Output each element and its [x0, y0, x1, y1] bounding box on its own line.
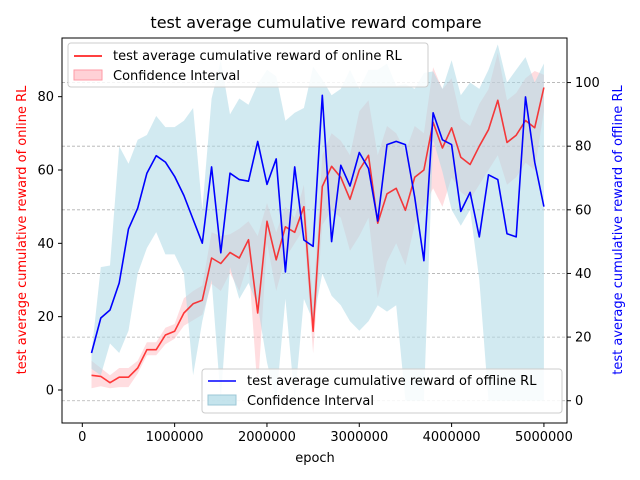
x-tick-label: 1000000	[146, 430, 204, 445]
legend-online-band-label: Confidence Interval	[113, 69, 240, 84]
series-lines	[90, 87, 545, 384]
legend-offline-band-swatch	[207, 394, 237, 406]
x-axis-ticks: 0 1000000 2000000 3000000 4000000 5000000	[78, 423, 573, 445]
y-right-tick-label: 60	[575, 203, 592, 218]
legend-online-line-label: test average cumulative reward of online…	[113, 49, 402, 64]
series-line-online	[91, 87, 545, 384]
y-right-tick-label: 80	[575, 140, 592, 155]
y-axis-left-label: test average cumulative reward of online…	[15, 85, 30, 374]
chart-title: test average cumulative reward compare	[150, 13, 481, 32]
y-right-tick-label: 100	[575, 76, 600, 91]
y-axis-left-ticks: 0 20 40 60 80	[37, 90, 62, 399]
y-right-tick-label: 20	[575, 331, 592, 346]
x-tick-label: 5000000	[515, 430, 573, 445]
legend-offline-line-label: test average cumulative reward of offlin…	[247, 374, 537, 389]
series-line-offline	[90, 94, 545, 354]
y-axis-right-label: test average cumulative reward of offlin…	[611, 85, 626, 375]
legend-offline: test average cumulative reward of offlin…	[201, 368, 563, 414]
y-axis-right-ticks: 0 20 40 60 80 100	[567, 76, 600, 409]
y-right-tick-label: 0	[575, 394, 583, 409]
x-tick-label: 3000000	[330, 430, 388, 445]
x-tick-label: 2000000	[238, 430, 296, 445]
x-tick-label: 4000000	[423, 430, 481, 445]
y-left-tick-label: 40	[37, 237, 54, 252]
y-right-tick-label: 40	[575, 267, 592, 282]
legend-online: test average cumulative reward of online…	[67, 42, 429, 88]
y-left-tick-label: 0	[46, 384, 54, 399]
y-left-tick-label: 60	[37, 164, 54, 179]
legend-offline-band-label: Confidence Interval	[247, 394, 374, 409]
legend-online-box	[67, 42, 429, 88]
plot-frame	[61, 37, 568, 424]
y-left-tick-label: 80	[37, 90, 54, 105]
x-axis-label: epoch	[295, 451, 335, 466]
legend-offline-box	[201, 368, 563, 414]
legend-online-band-swatch	[73, 69, 103, 81]
y-left-tick-label: 20	[37, 310, 54, 325]
x-tick-label: 0	[78, 430, 86, 445]
